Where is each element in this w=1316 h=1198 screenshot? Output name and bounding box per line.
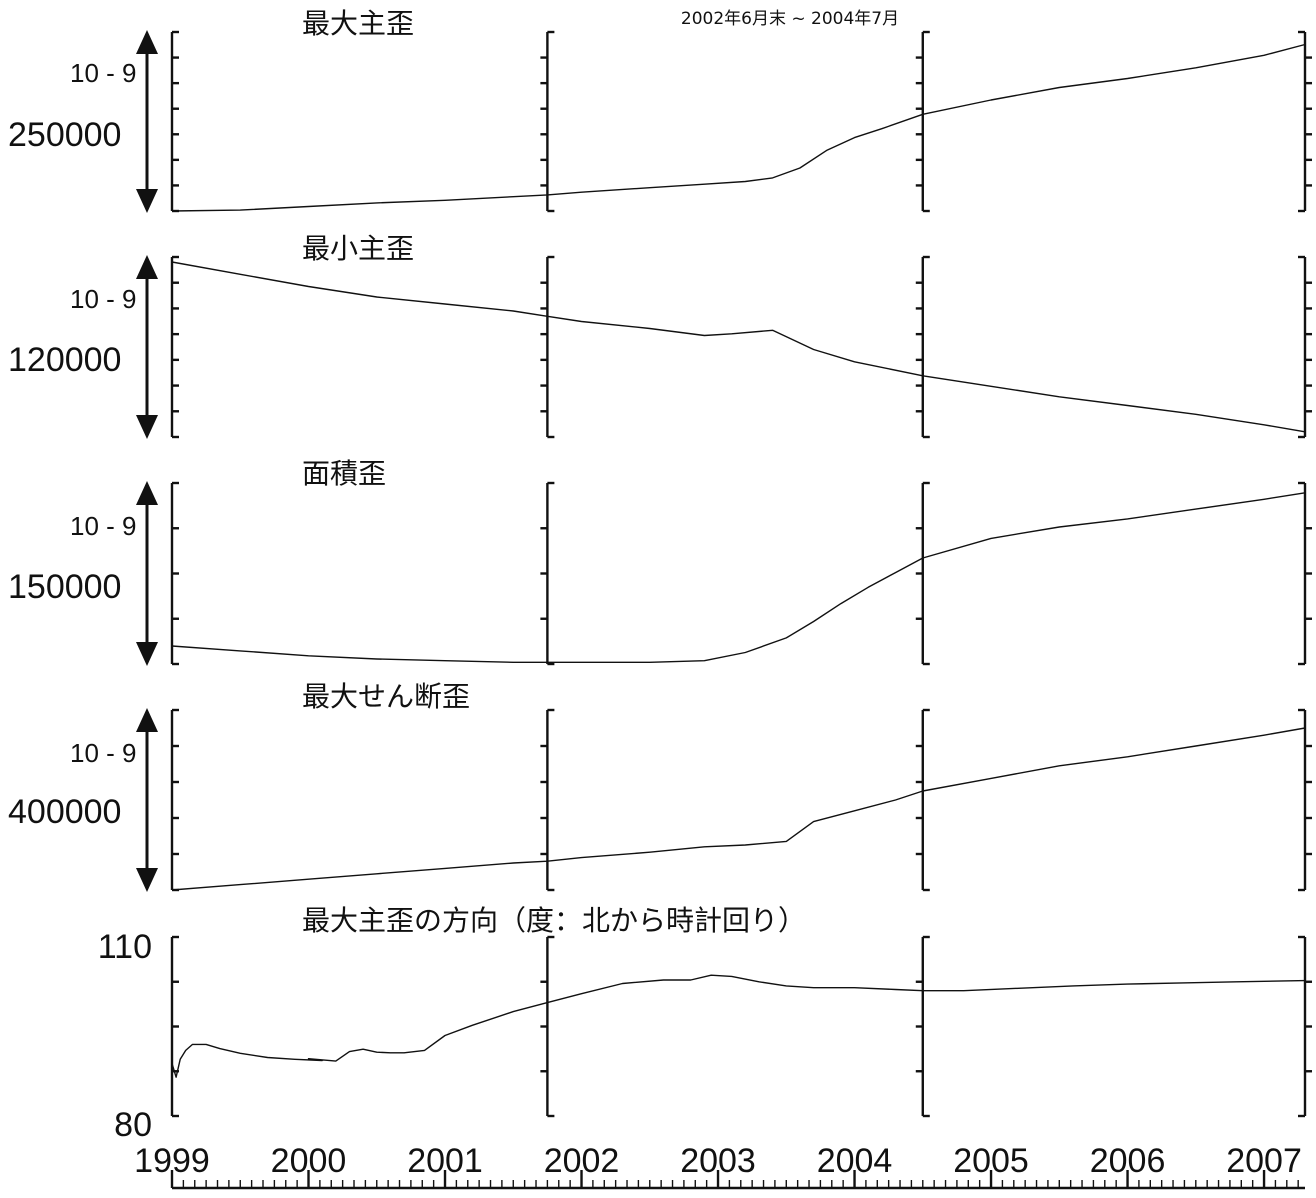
arrow-down-icon — [136, 868, 158, 892]
panel-frame-5 — [170, 935, 1312, 1118]
x-axis: 1999 2000 2001 2002 2003 2004 2005 2006 2007 — [134, 1142, 1305, 1190]
arrow-down-icon — [136, 642, 158, 666]
x-tick-label: 2002 — [544, 1142, 620, 1180]
panel-title-direction: 最大主歪の方向（度：北から時計回り） — [302, 904, 806, 937]
scale-bar-3 — [136, 481, 158, 666]
arrow-down-icon — [136, 415, 158, 439]
scale-value-3: 150000 — [8, 568, 121, 606]
series-line-3 — [171, 492, 1306, 663]
panel-title-min-principal: 最小主歪 — [302, 232, 414, 265]
series-line-4 — [171, 727, 1306, 891]
x-tick-label: 2001 — [407, 1142, 483, 1180]
scale-bars — [136, 30, 158, 892]
arrow-down-icon — [136, 189, 158, 213]
x-tick-label: 2003 — [680, 1142, 756, 1180]
panel-frame-3 — [170, 481, 1312, 666]
data-series — [171, 43, 1306, 1078]
arrow-up-icon — [136, 708, 158, 732]
panel-title-areal-strain: 面積歪 — [302, 457, 386, 490]
scale-bar-2 — [136, 255, 158, 439]
date-range-annotation: 2002年6月末 ~ 2004年7月 — [681, 9, 899, 29]
x-tick-label: 2005 — [953, 1142, 1029, 1180]
unit-label-1: 10 - 9 — [70, 58, 137, 88]
scale-value-4: 400000 — [8, 793, 121, 831]
panel-title-max-principal: 最大主歪 — [302, 7, 414, 40]
x-tick-label: 1999 — [134, 1142, 210, 1180]
panel-title-max-shear: 最大せん断歪 — [302, 680, 470, 713]
unit-label-3: 10 - 9 — [70, 511, 137, 541]
x-tick-label: 2000 — [271, 1142, 347, 1180]
series-line-2 — [171, 261, 1306, 433]
scale-bar-4 — [136, 708, 158, 892]
y-tick-label-top: 110 — [98, 928, 152, 966]
panel-frame-1 — [170, 30, 1312, 213]
x-tick-label: 2007 — [1226, 1142, 1302, 1180]
x-tick-label: 2006 — [1090, 1142, 1166, 1180]
arrow-up-icon — [136, 255, 158, 279]
panel-frame-2 — [170, 255, 1312, 439]
arrow-up-icon — [136, 481, 158, 505]
arrow-up-icon — [136, 30, 158, 54]
scale-value-1: 250000 — [8, 116, 121, 154]
vertical-marker-lines — [546, 32, 924, 1116]
scale-value-2: 120000 — [8, 341, 121, 379]
panel-frame-4 — [170, 708, 1312, 892]
series-line-1 — [171, 43, 1306, 212]
x-tick-label: 2004 — [817, 1142, 893, 1180]
series-line-5 — [171, 974, 1306, 1078]
unit-label-2: 10 - 9 — [70, 284, 137, 314]
scale-bar-1 — [136, 30, 158, 213]
panel-frames — [170, 30, 1312, 1118]
unit-label-4: 10 - 9 — [70, 738, 137, 768]
y-tick-label-bottom: 80 — [114, 1106, 152, 1144]
